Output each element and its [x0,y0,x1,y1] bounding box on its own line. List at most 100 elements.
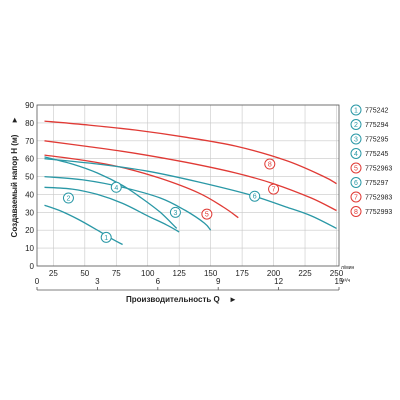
curve-marker-circle [249,190,261,202]
curve-775242 [44,204,123,246]
curve-775294 [44,186,180,233]
curve-marker-8: 8 [264,158,276,170]
y-tick-label: 70 [25,137,34,146]
y-axis-arrow: ► [10,116,19,124]
legend-number: 2 [354,122,358,129]
curve-7752963 [44,154,239,219]
x-tick-label: 250 [330,269,344,278]
x-axis-ticks: 25 50 75 100 125 150 175 200 225 250 [49,269,344,278]
legend-number-circle [350,162,362,174]
legend-number-circle [350,191,362,203]
x-tick-label: 200 [267,269,281,278]
legend-label: 775294 [365,122,388,129]
legend-number-circle [350,104,362,116]
secondary-x-tick-label: 15 [335,277,344,286]
curve-775297 [44,158,337,229]
curve-7752983 [44,140,337,212]
legend-item-2: 2 775294 [350,119,388,130]
legend-number: 3 [354,137,358,144]
curve-marker-2: 2 [62,192,74,204]
legend-number-circle [350,148,362,159]
x-tick-label: 150 [204,269,218,278]
x-axis-title: Производительность Q [126,295,220,304]
secondary-x-axis: 0 3 6 9 12 15 м³/ч [35,277,350,291]
legend-number: 7 [354,195,358,202]
legend-number-circle [350,177,362,188]
y-tick-label: 90 [25,101,34,110]
x-tick-label: 225 [298,269,312,278]
y-tick-label: 80 [25,119,34,128]
curve-marker-3: 3 [169,206,181,218]
curve-775245 [44,156,178,229]
secondary-x-axis-ticks: 0 3 6 9 12 15 [35,277,344,290]
y-tick-label: 20 [25,226,34,235]
curve-marker-number: 5 [205,212,209,219]
legend-number: 5 [354,166,358,173]
y-axis-ticks: 0 10 20 30 40 50 60 70 80 90 [25,101,34,271]
curve-775295 [44,175,212,231]
curve-marker-circle [268,183,280,195]
legend-label: 7752993 [365,209,392,216]
legend-number-circle [350,119,362,130]
legend-label: 775295 [365,137,388,144]
secondary-x-axis-unit: м³/ч [341,278,350,284]
secondary-x-tick-label: 0 [35,277,40,286]
curve-marker-number: 8 [268,162,272,169]
x-tick-label: 75 [112,269,121,278]
x-axis-unit: л/мин [341,265,355,271]
legend-number: 1 [354,108,358,115]
curve-marker-number: 3 [173,210,177,217]
curve-marker-6: 6 [249,190,261,202]
x-tick-label: 25 [49,269,58,278]
x-axis-title-group: Производительность Q ► [126,295,237,304]
plot-frame [36,104,340,267]
legend: 1 775242 2 775294 3 775295 4 775245 5 7752963 6 775… [350,104,392,217]
legend-label: 7752983 [365,195,392,202]
curve-marker-number: 6 [253,194,257,201]
y-axis-title-arrow: ► [10,116,19,124]
y-tick-label: 10 [25,244,34,253]
legend-number-circle [350,206,362,217]
legend-label: 775242 [365,108,388,115]
legend-item-5: 5 7752963 [350,162,392,174]
legend-label: 775297 [365,180,388,187]
curve-marker-4: 4 [110,181,122,193]
legend-item-4: 4 775245 [350,148,388,159]
y-tick-label: 0 [30,262,35,271]
curve-marker-number: 7 [272,187,276,194]
curve-marker-number: 4 [114,185,118,192]
legend-item-1: 1 775242 [350,104,388,116]
y-tick-label: 30 [25,208,34,217]
curve-marker-7: 7 [268,183,280,195]
curves [44,120,337,246]
legend-number: 8 [354,209,358,216]
curve-markers: 1 2 3 4 5 6 7 8 [62,158,280,243]
y-axis-title: Создаваемый напор H (м) [10,134,19,237]
secondary-x-tick-label: 6 [156,277,161,286]
curve-marker-5: 5 [201,208,213,220]
legend-item-7: 7 7752983 [350,191,392,203]
legend-label: 775245 [365,151,388,158]
legend-number-circle [350,133,362,145]
x-tick-label: 125 [173,269,187,278]
curve-marker-1: 1 [100,231,112,243]
curve-marker-circle [100,231,112,243]
curve-7752993 [44,120,337,185]
curve-marker-circle [110,181,122,193]
y-tick-label: 50 [25,173,34,182]
y-tick-label: 40 [25,190,34,199]
legend-item-3: 3 775295 [350,133,388,145]
x-tick-label: 100 [141,269,155,278]
legend-label: 7752963 [365,166,392,173]
secondary-x-tick-label: 9 [216,277,221,286]
legend-number: 6 [354,180,358,187]
curve-marker-circle [264,158,276,170]
secondary-x-tick-label: 12 [274,277,283,286]
y-tick-label: 60 [25,155,34,164]
curve-marker-circle [201,208,213,220]
legend-item-6: 6 775297 [350,177,388,188]
x-axis-arrow: ► [229,295,237,304]
curve-marker-number: 2 [67,196,71,203]
